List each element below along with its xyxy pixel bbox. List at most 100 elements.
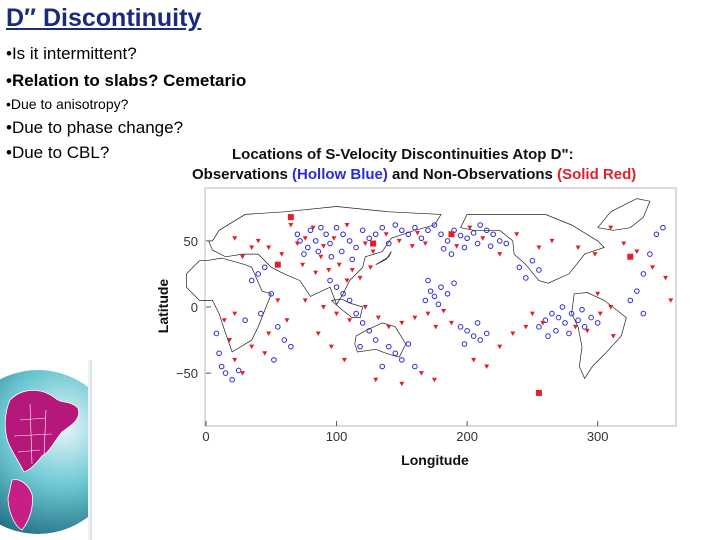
observation-point [271,357,277,363]
non-observation-point [279,252,285,257]
non-observation-point [396,238,402,244]
observation-point [222,370,229,376]
observation-point [268,290,275,297]
non-observation-point [572,324,578,330]
non-observation-point [608,225,614,231]
non-observation-point [383,232,389,237]
observation-point [457,232,464,239]
observation-point [297,238,303,244]
observation-point [444,290,451,297]
observation-point [438,284,444,290]
observation-point [248,277,255,284]
observation-point [427,288,434,294]
plot-frame [204,187,677,427]
observation-point [353,310,359,317]
observation-point [281,337,288,343]
non-observation-point [310,225,316,231]
observation-point [412,224,418,231]
observation-point [588,314,594,321]
observation-point [425,277,431,284]
non-observation-point [584,328,590,334]
non-observation-point [313,270,319,276]
non-observation-point [232,357,238,363]
non-observation-point [634,249,640,254]
non-observation-point [650,265,655,270]
continent-outline [460,214,605,284]
figure-subtitle-non-observations: (Solid Red) [557,166,637,183]
observation-point [464,235,470,242]
observation-point [359,320,366,326]
observation-point [464,328,470,334]
observation-point [213,330,220,337]
observation-point [461,341,468,347]
y-tick-label: −50 [176,366,198,381]
y-tick-label: 0 [191,300,198,315]
non-observation-point [249,245,255,250]
observation-point [438,231,444,238]
x-tick-label: 100 [326,429,348,444]
non-observation-point [595,291,601,297]
non-observation-point [480,236,486,241]
observation-point [315,248,322,255]
non-observation-point [370,249,376,254]
observation-point [503,240,510,247]
non-observation-point [255,238,261,244]
non-observation-point [344,278,350,284]
non-observation-square [287,214,294,221]
observation-point [357,343,363,350]
non-observation-point [373,377,379,383]
continent-outline [375,251,392,266]
non-observation-point [575,245,581,250]
figure-title: Locations of S-Velocity Discontinuities … [232,146,574,163]
observation-point [559,304,566,310]
non-observation-square [627,253,634,260]
observation-point [258,310,264,317]
non-observation-point [321,305,326,310]
observation-point [340,290,346,297]
non-observation-point [341,357,347,363]
non-observation-point [668,298,674,303]
observation-point [477,222,483,228]
non-observation-point [412,315,418,321]
observation-point [405,231,412,238]
observation-point [575,317,581,324]
non-observation-point [536,245,542,250]
observation-point [327,240,333,247]
observation-point [516,264,523,271]
observation-point [288,343,294,350]
non-observation-point [514,232,520,237]
observation-point [229,376,235,383]
continent-outline [186,257,272,353]
non-observation-point [422,241,428,247]
non-observation-point [302,298,308,303]
observation-point [640,271,647,277]
observation-point [444,238,451,244]
observation-point [483,330,490,337]
non-observation-point [431,377,437,383]
observation-point [483,227,490,234]
observation-point [448,251,455,257]
non-observation-point [608,305,614,310]
observation-point [333,284,340,290]
non-observation-square [535,389,542,396]
observation-point [422,297,429,304]
observation-point [366,235,372,242]
non-observation-point [266,245,272,250]
observation-point [553,328,559,334]
slide-title: D″ Discontinuity [6,4,202,32]
non-observation-point [597,311,603,317]
non-observation-point [448,320,454,326]
observation-point [307,227,314,234]
observation-point [346,297,353,304]
observation-point [470,230,477,236]
continent-outline [331,298,364,318]
observation-point [328,253,335,260]
non-observation-point [497,344,503,350]
non-observation-point [610,334,616,339]
observation-point [235,367,242,374]
x-tick-label: 0 [202,429,209,444]
non-observation-point [344,223,350,228]
observation-point [660,224,666,231]
non-observation-point [275,298,281,303]
non-observation-point [315,331,321,336]
